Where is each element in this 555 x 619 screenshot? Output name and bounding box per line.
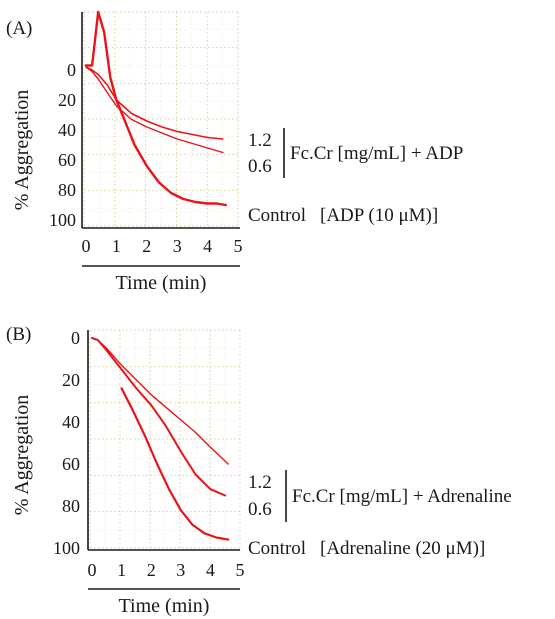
panel-a-y-tick-100: 100 (49, 210, 76, 230)
panel-a-traces (84, 10, 227, 207)
panel-b-grid (89, 329, 241, 549)
panel-b-traces (91, 337, 230, 541)
panel-a-legend-control-agonist: [ADP (10 μM)] (320, 205, 438, 226)
panel-b-y-tick-80: 80 (62, 496, 80, 516)
panel-b-y-ticks: 0 20 40 60 80 100 (53, 328, 80, 558)
panel-a-legend-group-label: Fc.Cr [mg/mL] + ADP (290, 143, 463, 164)
panel-b-trace-0-6 (91, 337, 227, 497)
panel-a-y-ticks: 0 20 40 60 80 100 (49, 60, 76, 230)
panel-a-legend-control-label: Control (248, 205, 306, 226)
panel-b-x-tick-3: 3 (176, 560, 185, 580)
panel-b-x-tick-4: 4 (206, 560, 215, 580)
panel-a-trace-1-2 (85, 66, 224, 140)
panel-b-y-tick-20: 20 (62, 370, 80, 390)
panel-b-legend-value-1: 1.2 (248, 472, 272, 493)
panel-a-trace-control (84, 10, 227, 207)
panel-a-x-ticks: 0 1 2 3 4 5 (82, 236, 243, 256)
panel-b-y-axis-title: % Aggregation (11, 395, 33, 516)
panel-a-y-tick-80: 80 (58, 180, 76, 200)
panel-a-x-tick-0: 0 (82, 236, 91, 256)
panel-a-y-tick-20: 20 (58, 90, 76, 110)
panel-b-y-tick-100: 100 (53, 538, 80, 558)
panel-a-legend-value-2: 0.6 (248, 156, 272, 177)
panel-b-trace-control (120, 387, 230, 541)
panel-a-x-axis-title: Time (min) (116, 272, 207, 294)
panel-b-y-tick-60: 60 (62, 454, 80, 474)
panel-b-x-tick-1: 1 (117, 560, 126, 580)
panel-a-x-tick-1: 1 (112, 236, 121, 256)
panel-b-legend-control-label: Control (248, 538, 306, 559)
panel-b-legend-control-agonist: [Adrenaline (20 μM)] (320, 538, 485, 559)
panel-a-trace-0-6 (85, 66, 224, 154)
panel-b-x-tick-5: 5 (236, 560, 245, 580)
panel-a-label: (A) (6, 18, 32, 39)
panel-a-y-axis-title: % Aggregation (11, 90, 33, 211)
panel-a-x-tick-5: 5 (234, 236, 243, 256)
panel-a-y-tick-60: 60 (58, 150, 76, 170)
panel-a-y-tick-40: 40 (58, 120, 76, 140)
panel-b-y-tick-40: 40 (62, 412, 80, 432)
panel-b-label: (B) (6, 324, 31, 345)
panel-b-legend-value-2: 0.6 (248, 499, 272, 520)
panel-a-x-tick-2: 2 (142, 236, 151, 256)
panel-a: (A) % Aggregation 0 20 40 60 80 100 0 1 2 3 4 5 Ti… (6, 10, 463, 294)
panel-b-y-tick-0: 0 (71, 328, 80, 348)
panel-a-y-tick-0: 0 (67, 60, 76, 80)
panel-a-grid (83, 11, 239, 227)
panel-b-legend-group-label: Fc.Cr [mg/mL] + Adrenaline (292, 486, 512, 507)
panel-a-legend-value-1: 1.2 (248, 130, 272, 151)
panel-a-x-tick-4: 4 (203, 236, 212, 256)
panel-b-x-tick-2: 2 (147, 560, 156, 580)
panel-a-x-tick-3: 3 (173, 236, 182, 256)
panel-b-x-tick-0: 0 (88, 560, 97, 580)
panel-b-x-axis-title: Time (min) (119, 595, 210, 617)
